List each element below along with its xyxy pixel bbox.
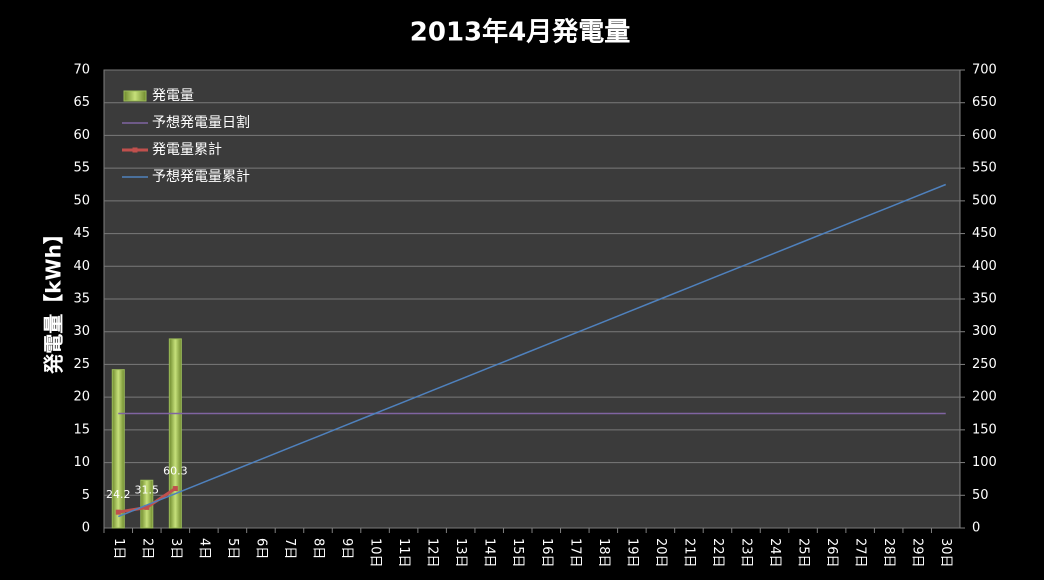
x-tick-label: 1日 (111, 538, 126, 559)
y2-tick-label: 0 (972, 521, 980, 536)
marker (144, 504, 150, 510)
x-tick-label: 22日 (710, 538, 725, 568)
x-tick-label: 27日 (853, 538, 868, 568)
y-tick-label: 55 (73, 161, 90, 176)
x-tick-label: 16日 (539, 538, 554, 568)
x-tick-label: 3日 (168, 538, 183, 559)
data-label: 60.3 (163, 465, 188, 478)
y2-tick-label: 400 (972, 259, 997, 274)
y-tick-label: 65 (73, 95, 90, 110)
y2-tick-label: 300 (972, 324, 997, 339)
bar (168, 338, 182, 529)
y-tick-label: 45 (73, 226, 90, 241)
x-tick-label: 12日 (425, 538, 440, 568)
y2-tick-label: 350 (972, 292, 997, 307)
y2-tick-label: 50 (972, 488, 989, 503)
x-tick-label: 21日 (681, 538, 696, 568)
data-label: 31.5 (135, 483, 160, 496)
x-tick-label: 19日 (624, 538, 639, 568)
y-tick-label: 35 (73, 292, 90, 307)
y-tick-label: 50 (73, 193, 90, 208)
x-tick-label: 5日 (225, 538, 240, 559)
y-tick-label: 0 (82, 521, 90, 536)
x-tick-label: 17日 (567, 538, 582, 568)
legend-label: 予想発電量日割 (152, 114, 250, 131)
legend-label: 予想発電量累計 (152, 169, 250, 185)
y-tick-label: 5 (82, 488, 90, 503)
y2-tick-label: 600 (972, 128, 997, 143)
marker (115, 509, 121, 515)
x-tick-label: 30日 (938, 538, 953, 568)
legend-swatch (123, 90, 147, 102)
chart-title: 2013年4月発電量 (410, 17, 630, 48)
x-tick-label: 11日 (396, 538, 411, 568)
y-tick-label: 20 (73, 390, 90, 405)
y-tick-label: 25 (73, 357, 90, 372)
x-tick-label: 9日 (339, 538, 354, 559)
data-label: 24.2 (106, 488, 131, 501)
x-tick-label: 10日 (368, 538, 383, 568)
legend-label: 発電量 (152, 88, 194, 104)
y2-tick-label: 500 (972, 193, 997, 208)
y2-tick-label: 100 (972, 455, 997, 470)
legend-marker (132, 147, 138, 153)
y-tick-label: 40 (73, 259, 90, 274)
x-tick-label: 15日 (510, 538, 525, 568)
x-tick-label: 7日 (282, 538, 297, 559)
x-tick-label: 23日 (739, 538, 754, 568)
x-tick-label: 8日 (311, 538, 326, 559)
bar (111, 369, 125, 529)
marker (172, 486, 178, 492)
y-tick-label: 30 (73, 324, 90, 339)
x-tick-label: 4日 (196, 538, 211, 559)
y2-tick-label: 150 (972, 422, 997, 437)
x-tick-label: 25日 (796, 538, 811, 568)
x-tick-label: 14日 (482, 538, 497, 568)
y-tick-label: 70 (73, 63, 90, 78)
y-tick-label: 15 (73, 422, 90, 437)
x-tick-label: 20日 (653, 538, 668, 568)
x-tick-label: 18日 (596, 538, 611, 568)
y-axis-label: 発電量【kWh】 (42, 224, 66, 375)
x-tick-label: 24日 (767, 538, 782, 568)
y-tick-label: 10 (73, 455, 90, 470)
y2-tick-label: 550 (972, 161, 997, 176)
x-tick-label: 28日 (881, 538, 896, 568)
y2-tick-label: 200 (972, 390, 997, 405)
y2-tick-label: 650 (972, 95, 997, 110)
y2-tick-label: 450 (972, 226, 997, 241)
y-tick-label: 60 (73, 128, 90, 143)
x-tick-label: 26日 (824, 538, 839, 568)
x-tick-label: 6日 (253, 538, 268, 559)
x-tick-label: 29日 (910, 538, 925, 568)
y2-tick-label: 700 (972, 63, 997, 78)
y2-tick-label: 250 (972, 357, 997, 372)
legend-label: 発電量累計 (152, 142, 222, 158)
x-tick-label: 13日 (453, 538, 468, 568)
x-tick-label: 2日 (139, 538, 154, 559)
line (117, 183, 947, 518)
